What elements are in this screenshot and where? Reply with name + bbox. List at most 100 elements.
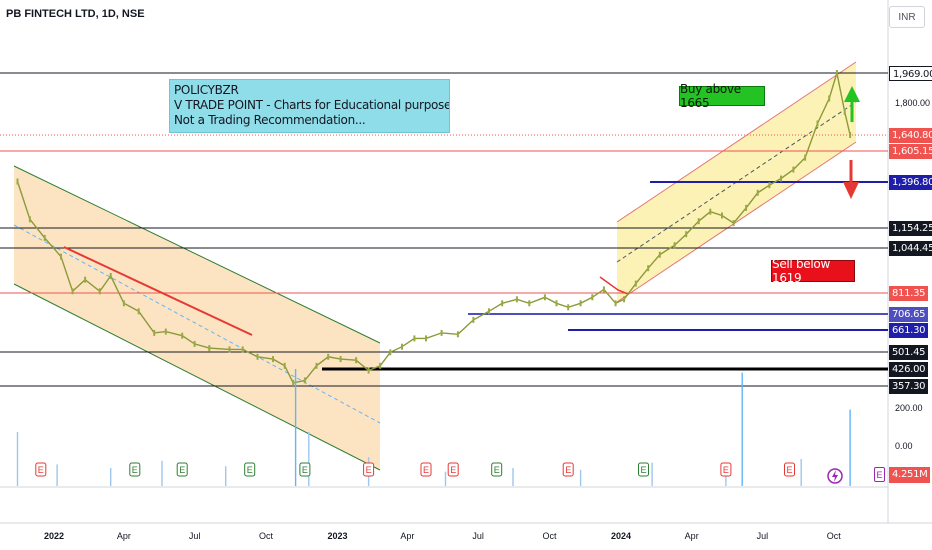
price-candle [355,357,358,364]
earnings-marker-label: E [723,465,729,475]
price-label: 661.30 [889,322,929,338]
falling-channel-fill [14,166,380,470]
price-candle [379,362,382,369]
volume-bar [16,432,19,486]
earnings-marker-label: E [565,465,571,475]
price-candle [272,356,274,363]
price-candle [339,356,342,363]
price-candle [709,208,712,215]
price-candle [567,304,570,311]
currency-selector[interactable]: INR [889,6,925,28]
earnings-marker-label: E [302,465,308,475]
buy-signal-label: Buy above 1665 [679,82,765,110]
x-tick-label: 2022 [43,531,65,541]
price-label: 1,154.25 [889,220,932,236]
price-candle [456,331,459,338]
price-candle [732,220,735,227]
price-candle [721,212,723,219]
note-line: Not a Trading Recommendation... [174,113,366,127]
volume-bar [849,409,851,486]
falling-channel-mid [13,224,381,424]
rising-channel-lower [616,141,857,303]
price-candle [440,329,443,336]
symbol-title: PB FINTECH LTD, 1D, NSE [6,8,145,20]
price-candle [389,349,392,356]
volume-bar [161,460,163,486]
price-candle [515,296,518,303]
price-candle [401,343,403,350]
price-candle [849,132,852,138]
earnings-marker-label: E [423,465,429,475]
price-candle [28,216,31,223]
earnings-marker-icon [363,462,375,477]
volume-badge: 4.251M [889,467,931,483]
y-tick-label: 200.00 [895,403,923,413]
price-label: 1,044.45 [889,240,932,256]
price-candle [43,234,46,241]
price-candle [153,329,156,336]
price-candle [804,154,807,161]
price-candle [591,294,594,301]
price-candle [292,379,295,386]
price-candle [60,253,62,260]
volume-bar [512,468,514,486]
price-candle [283,362,286,369]
x-tick-label: 2023 [327,531,348,541]
earnings-marker-icon [299,462,311,477]
earnings-marker-label: E [179,465,185,475]
price-candle [634,280,637,287]
price-candle [768,182,771,189]
educational-note: POLICYBZR V TRADE POINT - Charts for Edu… [169,79,450,133]
price-candle [780,175,782,182]
volume-bar [308,432,310,486]
up-arrow-head [844,86,860,102]
price-candle [425,335,427,342]
price-candle [315,362,318,369]
earnings-icon[interactable]: E [874,467,885,482]
earnings-marker-label: E [494,465,500,475]
earnings-marker-label: E [366,465,372,475]
x-tick-label: Oct [258,531,274,541]
earnings-marker-icon [638,462,649,477]
resistance-trendline [63,246,253,336]
price-candle [327,353,330,360]
price-candle [579,300,582,307]
volume-bar [444,471,447,486]
x-tick-label: Apr [400,531,415,541]
price-candle [614,300,617,307]
earnings-marker-icon [244,462,256,477]
price-candle [98,288,101,295]
earnings-marker-label: E [640,465,646,475]
price-label: 1,640.80 [889,127,932,143]
price-candle [241,346,244,353]
x-tick-label: Oct [542,531,557,541]
price-candle [413,335,416,342]
price-candle [756,189,759,196]
y-tick-label: 0.00 [895,441,913,451]
volume-bar [294,369,297,486]
down-arrow-head [843,182,859,199]
note-line: POLICYBZR [174,83,239,97]
price-candle [228,346,231,353]
price-candle [602,286,605,293]
lightning-bolt-shape [832,470,838,482]
earnings-marker-icon [35,462,47,477]
earnings-marker-icon [720,462,732,477]
volume-bar [225,466,227,486]
price-candle [181,332,184,339]
price-candle [193,340,196,347]
x-tick-label: Apr [684,531,699,541]
x-tick-label: Jul [472,531,484,541]
price-label: 426.00 [889,361,929,377]
price-candle [109,272,112,279]
price-candle [843,108,846,115]
price-label: 706.65 [889,306,929,322]
price-candle [697,218,700,225]
falling-channel-lower [13,283,381,471]
price-candle [137,308,140,315]
price-candle [555,300,558,307]
volume-bar [725,473,727,486]
price-candle [303,377,306,384]
price-candle [164,328,167,335]
